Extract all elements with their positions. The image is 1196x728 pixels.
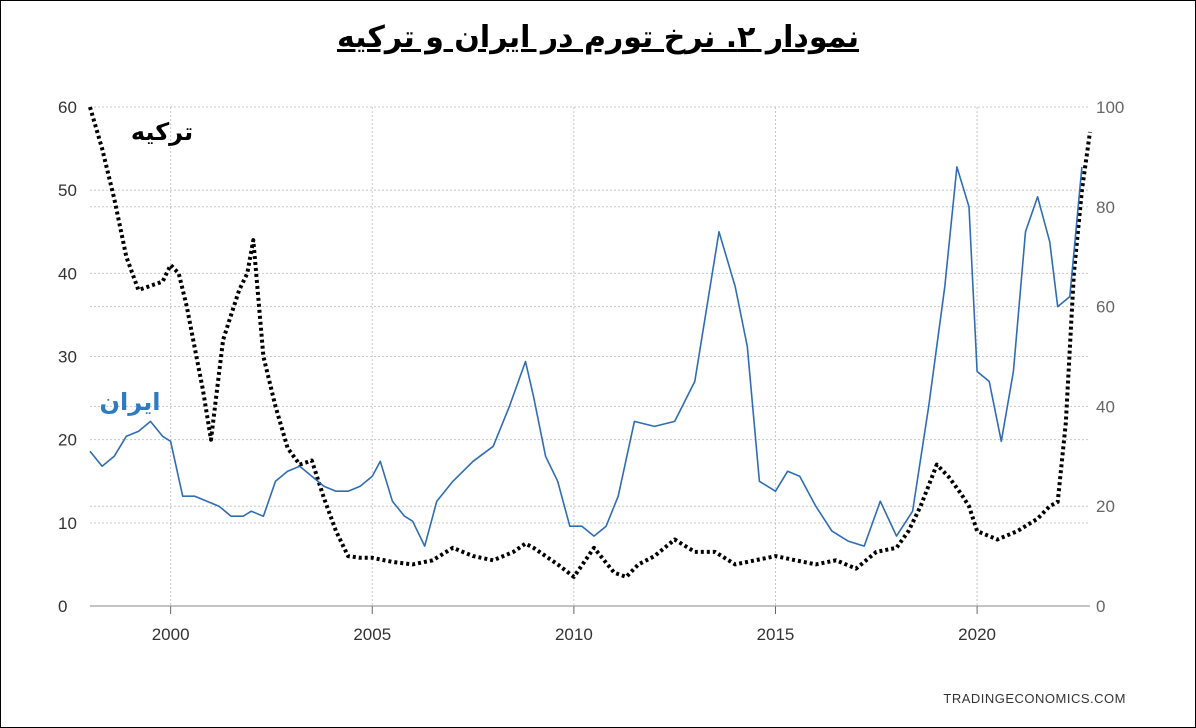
y-right-tick-60: 60 (1096, 298, 1115, 317)
y-left-tick-20: 20 (58, 431, 77, 450)
y-left-tick-10: 10 (58, 514, 77, 533)
x-tick-2010: 2010 (555, 625, 593, 644)
x-tick-2020: 2020 (958, 625, 996, 644)
series-labels: ترکیه ایران (100, 118, 194, 416)
series-layer (88, 106, 1092, 579)
chart-title: نمودار ۲. نرخ تورم در ایران و ترکیه (336, 20, 860, 55)
y-left-tick-0: 0 (58, 597, 67, 616)
source-credit: TRADINGECONOMICS.COM (943, 691, 1126, 706)
y-left-tick-30: 30 (58, 348, 77, 367)
grid (90, 106, 1090, 607)
y-left-tick-40: 40 (58, 264, 77, 283)
x-tick-2015: 2015 (757, 625, 795, 644)
y-right-tick-40: 40 (1096, 397, 1115, 416)
series-line-iran (89, 166, 1083, 547)
y-right-tick-0: 0 (1096, 597, 1105, 616)
series-label-turkey: ترکیه (131, 118, 193, 146)
x-tick-2005: 2005 (353, 625, 391, 644)
y-right-tick-80: 80 (1096, 198, 1115, 217)
axes: 0 10 20 30 40 50 60 0 20 40 60 80 100 2000 2005 2010 201… (58, 98, 1124, 644)
x-tick-2000: 2000 (152, 625, 190, 644)
y-left-tick-50: 50 (58, 181, 77, 200)
series-label-iran: ایران (100, 388, 161, 416)
series-line-turkey (88, 106, 1092, 579)
y-right-tick-20: 20 (1096, 497, 1115, 516)
y-left-tick-60: 60 (58, 98, 77, 117)
y-right-tick-100: 100 (1096, 98, 1124, 117)
